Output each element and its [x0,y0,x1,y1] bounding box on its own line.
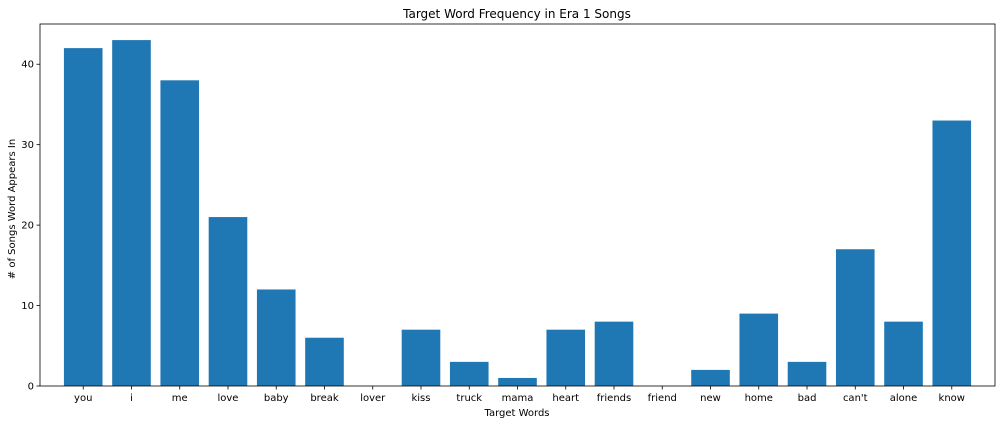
x-tick-label: friend [648,393,677,404]
bar [691,369,730,386]
bar [739,313,779,386]
x-tick-label: home [745,393,773,404]
x-tick-label: baby [264,393,289,404]
x-tick-label: you [74,393,92,404]
bar [401,329,441,386]
bar [449,361,489,386]
bar [546,329,586,386]
x-tick-label: me [172,393,188,404]
bar [884,321,923,386]
y-tick-label: 40 [21,60,34,71]
x-tick-label: i [130,393,133,404]
plot-area: you i me love baby break lover kiss truck mama hea… [21,23,996,404]
bar [256,289,296,386]
bar [835,249,875,386]
y-tick-label: 30 [21,140,34,151]
x-tick-label: heart [552,393,579,404]
y-tick-label: 10 [21,301,34,312]
bar [787,361,827,386]
x-tick-label: break [310,393,339,404]
x-tick-label: can't [843,393,868,404]
x-tick-label: friends [597,393,631,404]
x-tick-label: mama [502,393,534,404]
bar [208,217,248,386]
x-tick-label: truck [456,393,482,404]
x-axis-label: Target Words [483,408,549,419]
bar [160,80,200,387]
chart-title: Target Word Frequency in Era 1 Songs [402,7,631,21]
x-tick-label: new [700,393,721,404]
x-tick-label: alone [890,393,918,404]
x-tick-label: kiss [411,393,430,404]
y-tick-label: 20 [21,221,34,232]
bar [498,377,537,386]
y-axis-label: # of Songs Word Appears In [7,139,18,279]
bar [112,40,151,386]
x-tick-label: lover [360,393,386,404]
bar [305,337,344,386]
y-tick-label: 0 [28,382,34,393]
bar [932,120,972,387]
x-tick-label: know [939,393,965,404]
x-tick-label: bad [798,393,817,404]
bar [594,321,634,386]
x-tick-label: love [217,393,238,404]
bar [63,48,103,387]
